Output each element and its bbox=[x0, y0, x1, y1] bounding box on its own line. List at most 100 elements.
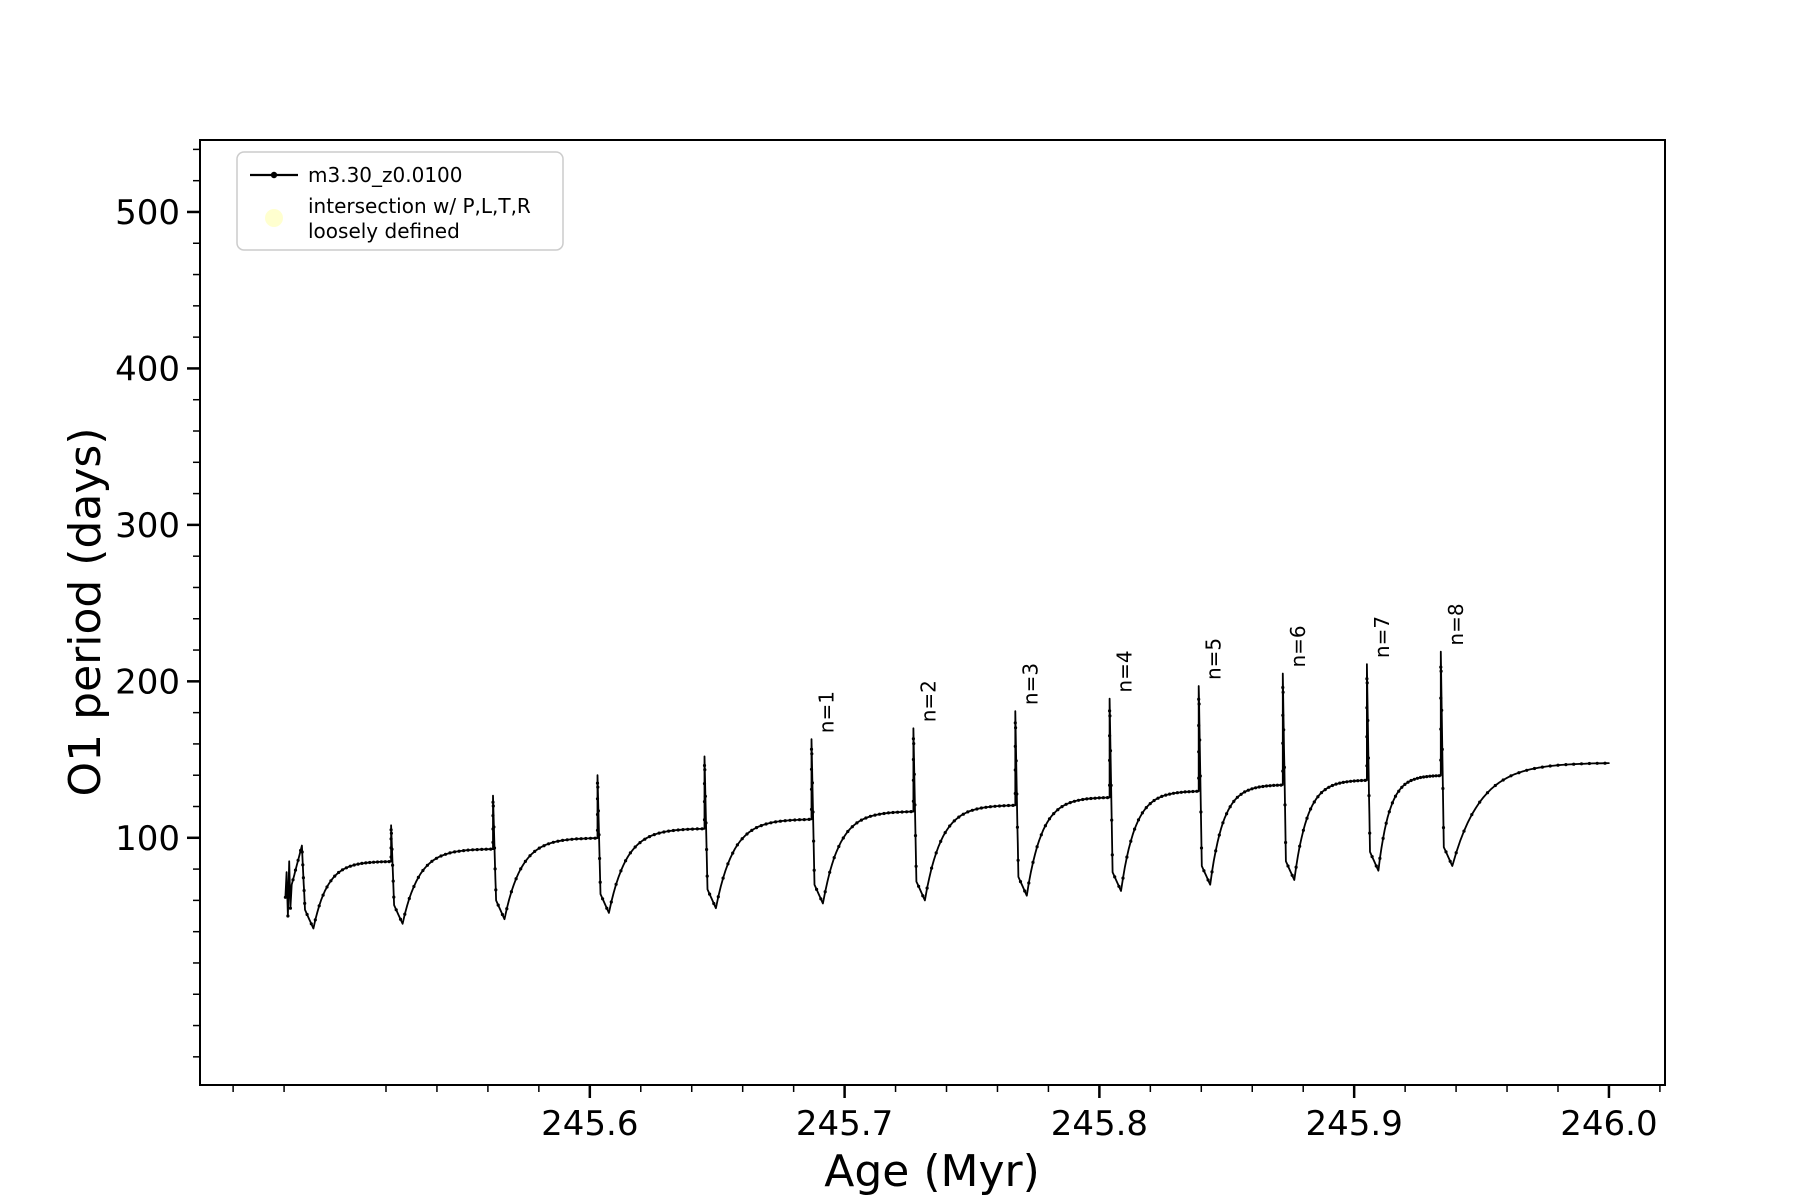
data-point-marker bbox=[934, 851, 938, 855]
data-point-marker bbox=[1011, 803, 1015, 808]
data-point-marker bbox=[690, 827, 695, 831]
data-point-marker bbox=[1089, 796, 1093, 801]
data-point-marker bbox=[886, 811, 891, 815]
data-point-marker bbox=[372, 860, 376, 864]
data-point-marker bbox=[1316, 795, 1320, 799]
data-point-marker bbox=[864, 816, 868, 820]
data-point-marker bbox=[1148, 802, 1152, 806]
data-point-marker bbox=[1175, 791, 1179, 795]
data-point-marker bbox=[1478, 800, 1482, 804]
data-point-marker bbox=[1101, 796, 1105, 800]
data-point-marker bbox=[797, 818, 802, 822]
data-point-marker bbox=[1232, 799, 1236, 804]
data-point-marker bbox=[1365, 706, 1369, 710]
plot-border bbox=[199, 139, 1666, 1086]
data-point-marker bbox=[643, 837, 647, 841]
data-point-marker bbox=[364, 861, 368, 865]
data-point-marker bbox=[1018, 880, 1023, 884]
data-point-marker bbox=[1363, 778, 1367, 783]
data-point-marker bbox=[1275, 783, 1279, 787]
data-point-marker bbox=[1501, 778, 1505, 782]
data-point-marker bbox=[754, 826, 759, 830]
data-point-marker bbox=[391, 879, 395, 883]
data-point-marker bbox=[667, 829, 671, 833]
data-point-marker bbox=[321, 893, 325, 897]
data-point-marker bbox=[1345, 780, 1349, 784]
data-point-marker bbox=[1013, 721, 1017, 725]
data-point-marker bbox=[1015, 792, 1019, 796]
data-point-marker bbox=[1359, 778, 1364, 783]
data-point-marker bbox=[1352, 779, 1356, 783]
data-point-marker bbox=[703, 768, 707, 772]
data-point-marker bbox=[1367, 794, 1371, 798]
data-point-marker bbox=[1110, 818, 1114, 822]
data-point-marker bbox=[700, 827, 704, 831]
data-point-marker bbox=[1076, 798, 1081, 802]
data-point-marker bbox=[702, 782, 707, 786]
data-point-marker bbox=[352, 863, 356, 867]
data-point-marker bbox=[313, 918, 317, 922]
data-point-marker bbox=[1027, 881, 1031, 885]
data-point-marker bbox=[598, 856, 602, 861]
data-point-marker bbox=[595, 797, 600, 801]
data-point-marker bbox=[537, 846, 541, 850]
data-point-marker bbox=[379, 860, 383, 864]
data-point-marker bbox=[764, 822, 768, 826]
data-point-marker bbox=[676, 828, 680, 832]
data-point-marker bbox=[1246, 788, 1250, 792]
data-point-marker bbox=[873, 813, 877, 817]
data-point-marker bbox=[597, 833, 601, 837]
data-point-marker bbox=[1286, 864, 1290, 868]
data-point-marker bbox=[1425, 775, 1429, 779]
data-point-marker bbox=[1281, 713, 1285, 717]
data-point-marker bbox=[1439, 758, 1443, 762]
data-point-marker bbox=[1298, 844, 1302, 848]
data-point-marker bbox=[1239, 792, 1243, 796]
data-point-marker bbox=[1444, 850, 1448, 854]
data-point-marker bbox=[1108, 749, 1113, 753]
data-point-marker bbox=[596, 809, 601, 813]
data-point-marker bbox=[702, 763, 707, 768]
data-point-marker bbox=[1366, 718, 1370, 723]
data-point-marker bbox=[1064, 802, 1068, 806]
data-point-marker bbox=[828, 870, 832, 874]
data-point-marker bbox=[1202, 869, 1206, 873]
pulse-annotation: n=8 bbox=[1444, 603, 1468, 645]
data-point-marker bbox=[340, 868, 345, 872]
data-point-marker bbox=[809, 787, 814, 791]
data-point-marker bbox=[1400, 785, 1404, 789]
data-point-marker bbox=[1406, 780, 1410, 784]
data-point-marker bbox=[1013, 768, 1017, 772]
data-point-marker bbox=[1532, 766, 1537, 771]
data-point-marker bbox=[1301, 828, 1305, 832]
data-point-marker bbox=[598, 880, 602, 884]
data-point-marker bbox=[925, 886, 929, 890]
data-point-marker bbox=[1281, 741, 1285, 745]
data-point-marker bbox=[703, 794, 708, 798]
data-point-marker bbox=[905, 810, 909, 814]
data-point-marker bbox=[993, 804, 997, 808]
data-point-marker bbox=[846, 829, 850, 834]
pulse-annotation: n=7 bbox=[1370, 616, 1394, 658]
data-point-marker bbox=[1047, 817, 1052, 821]
data-point-marker bbox=[1319, 791, 1324, 795]
data-point-marker bbox=[1261, 784, 1265, 789]
data-point-marker bbox=[1412, 777, 1416, 781]
data-point-marker bbox=[1437, 774, 1441, 778]
data-point-marker bbox=[296, 858, 300, 862]
data-point-marker bbox=[1060, 805, 1064, 809]
data-point-marker bbox=[914, 864, 918, 868]
data-point-marker bbox=[1587, 761, 1591, 766]
data-point-marker bbox=[421, 868, 425, 873]
data-point-marker bbox=[1390, 801, 1394, 805]
data-point-marker bbox=[471, 848, 475, 852]
data-point-marker bbox=[601, 897, 605, 901]
data-point-marker bbox=[662, 830, 666, 834]
data-point-marker bbox=[1338, 781, 1342, 785]
data-point-marker bbox=[528, 854, 532, 858]
data-point-marker bbox=[1509, 774, 1513, 778]
data-point-marker bbox=[1393, 794, 1398, 798]
pulse-annotation: n=6 bbox=[1286, 625, 1310, 667]
data-point-marker bbox=[291, 878, 295, 882]
data-point-marker bbox=[819, 897, 823, 901]
